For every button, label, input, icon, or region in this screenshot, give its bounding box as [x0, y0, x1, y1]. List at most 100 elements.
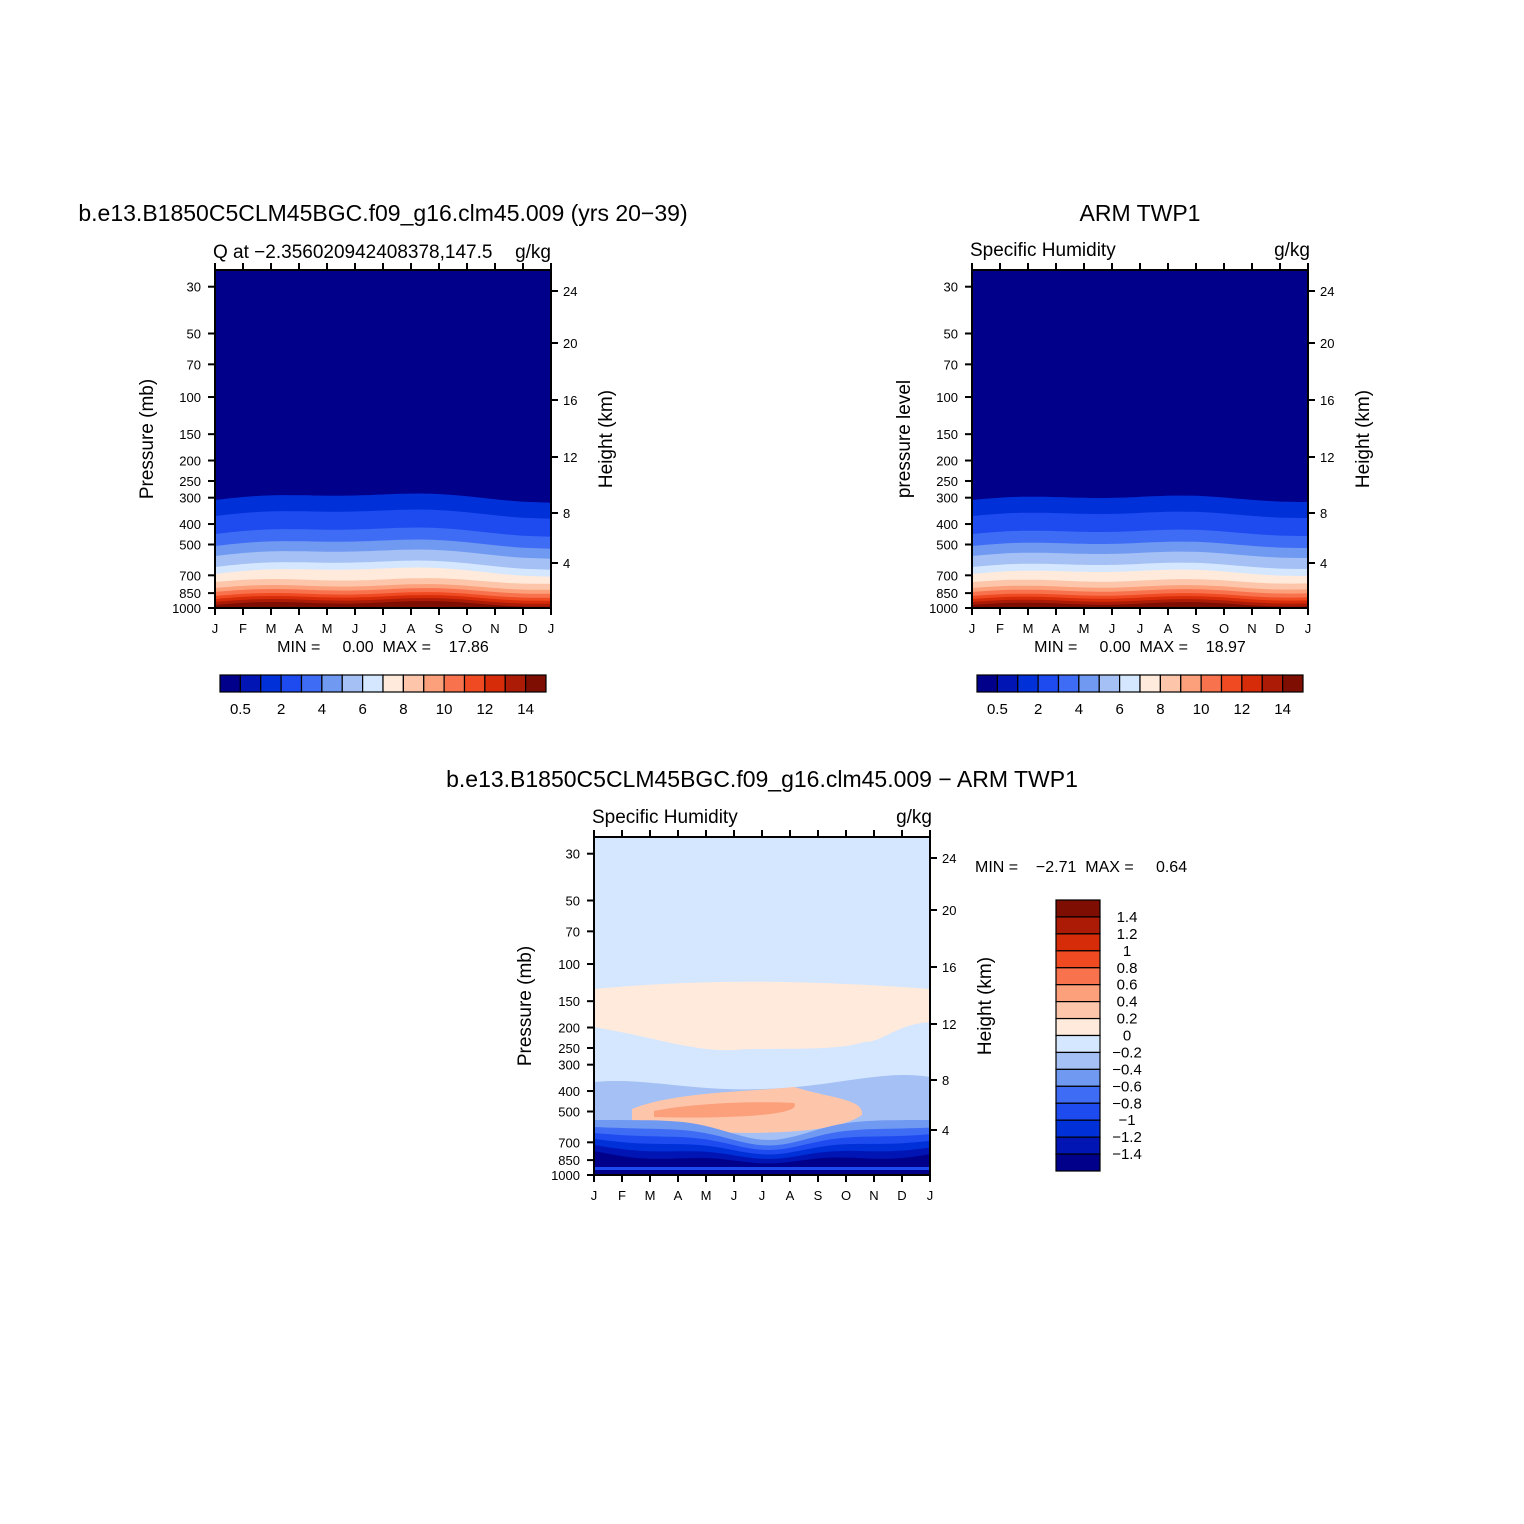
- colorbar-box: [1055, 967, 1101, 986]
- y-right-tick-label: 8: [1320, 506, 1327, 521]
- colorbar-box: [1078, 674, 1100, 693]
- colorbar-box: [1055, 1034, 1101, 1054]
- colorbar-label: 0.2: [1117, 1011, 1138, 1028]
- y-right-tick-label: 24: [942, 851, 956, 866]
- x-tick-label: F: [239, 621, 247, 636]
- y-tick-label: 150: [558, 994, 580, 1009]
- y-right-tick-label: 12: [942, 1017, 956, 1032]
- colorbar-label: 0.4: [1117, 994, 1138, 1011]
- panel-obs-subtitle-right: g/kg: [1274, 240, 1310, 261]
- colorbar-label: 2: [277, 701, 285, 718]
- y-tick-label: 200: [936, 454, 958, 469]
- x-tick-label: M: [1079, 621, 1090, 636]
- panel-model-colorbar: 0.5 2 4 6 8 10 12 14: [219, 674, 547, 718]
- panel-model-ylabel-right: Height (km): [596, 390, 617, 488]
- panel-model-ticks: J F M A M J J A S O N D J 30 50 70 100 150 200 250 300 400 500…: [172, 263, 577, 636]
- colorbar-box: [1200, 674, 1223, 693]
- colorbar-label: 8: [1156, 701, 1164, 718]
- colorbar-box: [1055, 950, 1101, 969]
- y-tick-label: 700: [936, 568, 958, 583]
- colorbar-label: 10: [1193, 701, 1210, 718]
- panel-obs-colorbar: 0.5 2 4 6 8 10 12 14: [976, 674, 1304, 718]
- y-tick-label: 500: [179, 537, 201, 552]
- panel-model-ylabel: Pressure (mb): [137, 379, 158, 499]
- x-tick-label: J: [1137, 621, 1144, 636]
- x-tick-label: J: [927, 1188, 934, 1203]
- colorbar-box: [1055, 984, 1101, 1003]
- y-tick-label: 400: [179, 517, 201, 532]
- colorbar-label: 8: [399, 701, 407, 718]
- x-tick-label: J: [1109, 621, 1116, 636]
- y-tick-label: 850: [936, 586, 958, 601]
- x-tick-label: J: [591, 1188, 598, 1203]
- x-tick-label: O: [841, 1188, 851, 1203]
- x-tick-label: A: [407, 621, 416, 636]
- panel-obs-ylabel: pressure level: [894, 380, 915, 498]
- colorbar-label: −1.2: [1112, 1129, 1142, 1146]
- x-tick-label: A: [786, 1188, 795, 1203]
- panel-obs-stats: MIN = 0.00 MAX = 18.97: [1034, 639, 1246, 656]
- panel-diff-ylabel: Pressure (mb): [515, 946, 536, 1066]
- x-tick-label: O: [1219, 621, 1229, 636]
- colorbar-box: [239, 674, 262, 693]
- y-tick-label: 300: [179, 491, 201, 506]
- panel-model-stats: MIN = 0.00 MAX = 17.86: [277, 639, 489, 656]
- colorbar-box: [1055, 1085, 1101, 1104]
- panel-diff: b.e13.B1850C5CLM45BGC.f09_g16.clm45.009 …: [446, 766, 1187, 1203]
- colorbar-box: [1241, 674, 1263, 693]
- panel-diff-subtitle-right: g/kg: [896, 807, 932, 828]
- colorbar-box: [1119, 674, 1141, 693]
- y-tick-label: 850: [558, 1153, 580, 1168]
- x-tick-label: D: [518, 621, 527, 636]
- colorbar-box: [1055, 1119, 1101, 1138]
- y-tick-label: 500: [936, 537, 958, 552]
- y-tick-label: 250: [558, 1041, 580, 1056]
- x-tick-label: J: [731, 1188, 738, 1203]
- y-right-tick-label: 8: [942, 1073, 949, 1088]
- y-tick-label: 30: [566, 847, 580, 862]
- colorbar-box: [300, 674, 323, 693]
- colorbar-label: 0.5: [987, 701, 1008, 718]
- panel-diff-field: [594, 837, 930, 1175]
- colorbar-label: −0.6: [1112, 1078, 1142, 1095]
- y-tick-label: 700: [558, 1135, 580, 1150]
- panel-obs-ticks: J F M A M J J A S O N D J 30 50 70 100 150 200 250 300 400 500…: [929, 263, 1334, 636]
- x-tick-label: N: [490, 621, 499, 636]
- colorbar-label: 0.8: [1117, 960, 1138, 977]
- x-tick-label: D: [897, 1188, 906, 1203]
- colorbar-label: 12: [477, 701, 494, 718]
- colorbar-box: [1055, 1051, 1101, 1070]
- colorbar-label: 10: [436, 701, 453, 718]
- colorbar-label: 6: [1115, 701, 1123, 718]
- x-tick-label: S: [1192, 621, 1201, 636]
- y-right-tick-label: 12: [1320, 450, 1334, 465]
- colorbar-box: [321, 674, 343, 693]
- y-tick-label: 150: [936, 427, 958, 442]
- colorbar-box: [1055, 1153, 1101, 1172]
- colorbar-box: [463, 674, 486, 693]
- x-tick-label: N: [1247, 621, 1256, 636]
- colorbar-label: 12: [1234, 701, 1251, 718]
- y-tick-label: 400: [936, 517, 958, 532]
- colorbar-box: [423, 674, 445, 693]
- colorbar-box: [1180, 674, 1202, 693]
- y-tick-label: 850: [179, 586, 201, 601]
- colorbar-box: [1055, 1136, 1101, 1155]
- colorbar-box: [1037, 674, 1060, 693]
- colorbar-box: [1261, 674, 1284, 693]
- colorbar-box: [341, 674, 364, 693]
- panel-diff-title: b.e13.B1850C5CLM45BGC.f09_g16.clm45.009 …: [446, 766, 1078, 792]
- colorbar-label: −1.4: [1112, 1146, 1142, 1163]
- colorbar-label: 0: [1123, 1028, 1131, 1045]
- x-tick-label: M: [701, 1188, 712, 1203]
- panel-model-subtitle-left: Q at −2.356020942408378,147.5: [213, 242, 492, 263]
- x-tick-label: A: [674, 1188, 683, 1203]
- colorbar-label: 4: [1075, 701, 1083, 718]
- colorbar-label: 14: [1274, 701, 1291, 718]
- colorbar-box: [976, 674, 998, 693]
- colorbar-label: 0.5: [230, 701, 251, 718]
- y-tick-label: 300: [558, 1058, 580, 1073]
- colorbar-box: [1220, 674, 1243, 693]
- y-tick-label: 200: [179, 454, 201, 469]
